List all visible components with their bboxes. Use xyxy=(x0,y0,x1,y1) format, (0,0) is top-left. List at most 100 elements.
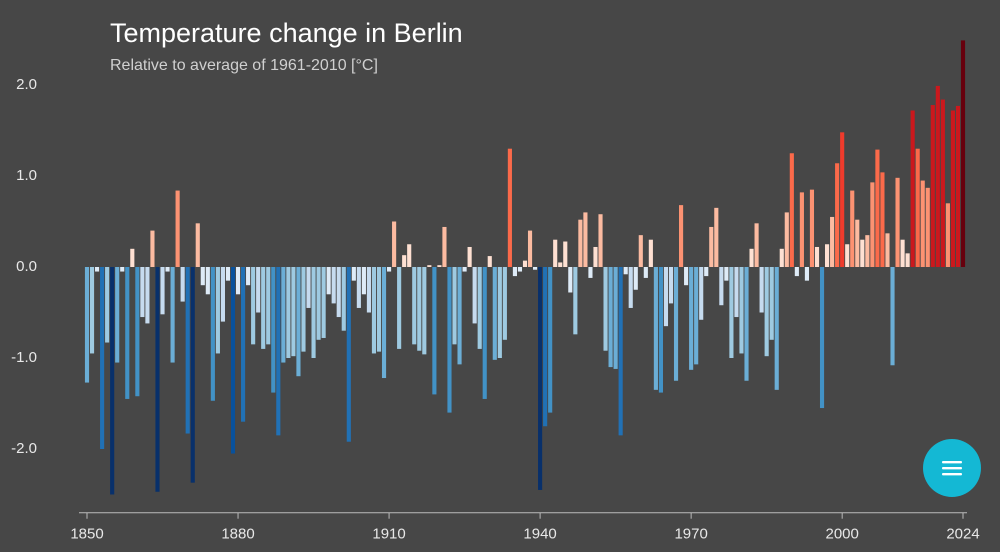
bar xyxy=(301,267,306,352)
bar xyxy=(910,110,915,267)
bar xyxy=(412,267,417,345)
bar xyxy=(603,267,608,351)
bar xyxy=(648,239,653,267)
bar xyxy=(462,267,467,272)
bar xyxy=(704,267,709,277)
menu-button[interactable] xyxy=(923,439,981,497)
bar xyxy=(517,267,523,272)
y-tick-label: -1.0 xyxy=(11,349,37,366)
bar xyxy=(381,267,387,379)
bar xyxy=(694,267,699,365)
bar xyxy=(558,262,563,267)
bar xyxy=(241,267,246,422)
bar xyxy=(341,267,346,331)
bar xyxy=(930,105,935,268)
bar xyxy=(125,267,130,399)
bar xyxy=(673,267,679,381)
bar xyxy=(749,248,754,267)
bar xyxy=(356,267,361,308)
bar xyxy=(855,219,860,267)
bar xyxy=(890,267,895,366)
bar xyxy=(225,267,231,281)
bar xyxy=(507,148,512,267)
bar xyxy=(397,267,402,349)
bar xyxy=(724,267,729,281)
bar xyxy=(825,244,830,267)
bar xyxy=(145,267,150,324)
bar xyxy=(769,267,774,340)
bar xyxy=(679,205,684,267)
bar xyxy=(920,180,925,267)
bar xyxy=(860,239,865,267)
bar xyxy=(261,267,266,349)
bar xyxy=(955,105,961,268)
bar xyxy=(734,267,739,318)
bar xyxy=(110,267,115,495)
bar xyxy=(115,267,120,363)
bar xyxy=(875,149,880,267)
x-tick-label: 1940 xyxy=(523,526,556,543)
bar xyxy=(316,267,321,340)
bar xyxy=(402,255,407,267)
bar xyxy=(100,267,105,449)
bar xyxy=(553,239,558,267)
bar xyxy=(538,267,543,490)
bar xyxy=(306,267,311,308)
bar xyxy=(618,267,623,436)
bar xyxy=(568,267,573,293)
bar xyxy=(613,267,618,369)
bar xyxy=(830,216,835,267)
bar xyxy=(628,267,633,308)
bar xyxy=(175,190,180,267)
x-tick-label: 2000 xyxy=(825,526,858,543)
bar xyxy=(326,267,331,295)
bar xyxy=(291,267,296,357)
bar xyxy=(935,85,940,267)
bar xyxy=(351,267,356,281)
x-tick-label: 1880 xyxy=(221,526,254,543)
bar xyxy=(407,244,412,267)
bar xyxy=(392,221,397,267)
bar xyxy=(371,267,377,354)
bar xyxy=(286,267,291,358)
bar xyxy=(608,267,613,368)
bar xyxy=(497,267,502,358)
chart-subtitle: Relative to average of 1961-2010 [°C] xyxy=(110,57,378,74)
bar xyxy=(925,187,930,267)
bar xyxy=(482,267,487,399)
bar xyxy=(432,267,437,395)
bar xyxy=(900,239,905,267)
bar xyxy=(311,267,316,358)
bar xyxy=(598,214,603,267)
bar xyxy=(744,267,749,381)
bar xyxy=(709,226,714,267)
bar xyxy=(135,267,140,397)
bar xyxy=(739,267,744,354)
bar xyxy=(527,230,533,267)
bar xyxy=(814,246,820,267)
bar xyxy=(437,265,442,267)
bar xyxy=(331,267,336,304)
bar xyxy=(387,267,392,272)
bar xyxy=(150,230,155,267)
bar xyxy=(533,267,538,270)
menu-icon-line[interactable] xyxy=(942,467,962,470)
menu-icon-line[interactable] xyxy=(942,461,962,464)
bar xyxy=(684,267,689,286)
x-tick-label: 1910 xyxy=(372,526,405,543)
bar xyxy=(573,267,578,335)
bar xyxy=(180,267,185,302)
bar xyxy=(487,256,492,267)
bar xyxy=(774,267,779,390)
menu-icon-line[interactable] xyxy=(942,473,962,476)
bar xyxy=(452,267,457,345)
bar xyxy=(89,267,95,354)
bar xyxy=(668,267,674,304)
bar xyxy=(850,190,855,267)
bar xyxy=(779,248,784,267)
bar xyxy=(522,260,528,267)
bar xyxy=(84,267,90,383)
bar xyxy=(447,267,452,413)
bar xyxy=(200,267,205,286)
bar xyxy=(422,267,427,355)
